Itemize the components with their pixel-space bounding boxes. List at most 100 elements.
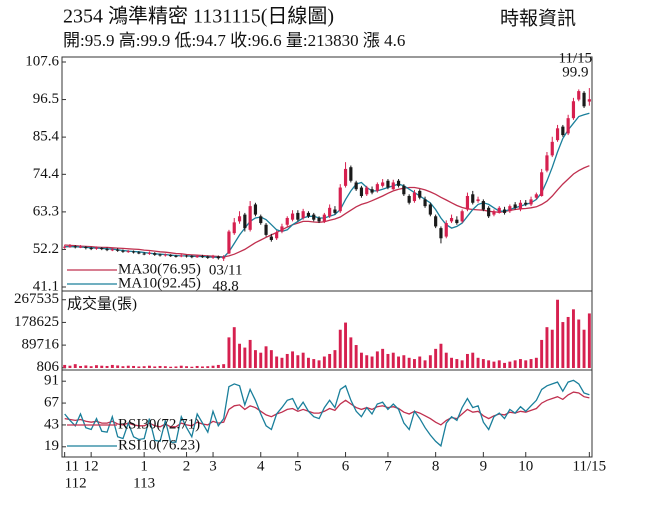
volume-bar	[566, 316, 570, 368]
candle-body	[290, 213, 295, 220]
volume-bar	[349, 337, 353, 368]
candle-body	[296, 212, 300, 220]
candle-body	[375, 184, 379, 191]
volume-bar	[147, 365, 151, 368]
volume-bar	[243, 347, 247, 368]
candle-body	[322, 214, 326, 222]
candle-body	[529, 199, 533, 205]
candle-body	[492, 211, 496, 215]
volume-bar	[222, 364, 226, 368]
rsi-line	[64, 379, 590, 448]
y-tick-label: 267535	[14, 291, 59, 307]
legend-entry: MA30(76.95)	[118, 261, 201, 277]
volume-bar	[582, 329, 586, 368]
volume-bar	[105, 365, 109, 368]
volume-bar	[153, 366, 157, 368]
volume-bar	[132, 365, 136, 368]
volume-bar	[312, 359, 316, 368]
x-tick-label: 5	[294, 458, 302, 474]
candle-body	[116, 249, 120, 251]
ma-line	[64, 165, 590, 258]
low-date: 03/11	[209, 262, 243, 278]
volume-bar	[100, 365, 104, 368]
candle-body	[338, 187, 342, 212]
candle-body	[386, 180, 390, 188]
candle-body	[248, 206, 252, 230]
candle-body	[184, 255, 189, 257]
volume-bar	[68, 365, 72, 368]
volume-bar	[73, 364, 77, 368]
candle-body	[126, 251, 130, 253]
x-tick-label: 4	[257, 458, 265, 474]
candle-body	[158, 254, 162, 256]
candle-body	[587, 99, 591, 102]
volume-bar	[391, 352, 395, 368]
candle-body	[349, 167, 353, 181]
volume-bar	[487, 360, 491, 368]
volume-bar	[534, 357, 538, 368]
legend-entry: RSI10(76.23)	[118, 437, 200, 453]
volume-bar	[84, 365, 88, 368]
volume-bar	[587, 313, 591, 368]
candle-body	[84, 247, 88, 249]
candle-body	[232, 222, 236, 234]
x-tick-label: 2	[183, 458, 191, 474]
volume-bar	[94, 365, 98, 368]
y-tick-label: 806	[37, 359, 60, 375]
candle-body	[137, 252, 141, 254]
candle-body	[169, 254, 173, 257]
volume-bar	[269, 350, 273, 368]
candle-body	[73, 246, 77, 248]
volume-bar	[476, 357, 480, 368]
volume-bar	[418, 356, 422, 368]
candle-body	[328, 207, 332, 217]
volume-bar	[333, 350, 337, 368]
volume-bar	[503, 362, 507, 368]
candle-body	[513, 204, 517, 208]
candle-body	[407, 195, 411, 203]
candle-body	[423, 199, 427, 207]
volume-bar	[471, 352, 475, 368]
volume-bar	[434, 348, 438, 368]
volume-bar	[126, 365, 130, 368]
x-tick-label: 10	[518, 458, 533, 474]
candle-body	[301, 211, 305, 218]
volume-bar	[280, 357, 284, 368]
volume-bar	[402, 355, 406, 368]
volume-bar	[508, 361, 512, 368]
y-tick-label: 178625	[14, 314, 59, 330]
volume-bar	[195, 365, 199, 368]
volume-bar	[524, 360, 528, 368]
legend-entry: RSI30(72.71)	[118, 416, 200, 432]
candle-body	[434, 216, 438, 227]
volume-bar	[354, 345, 358, 368]
candle-body	[312, 214, 316, 220]
y-tick-label: 19	[44, 438, 59, 454]
candle-body	[333, 209, 337, 213]
volume-bar	[185, 366, 189, 368]
candle-body	[487, 207, 491, 217]
volume-bar	[79, 365, 83, 368]
y-tick-label: 74.4	[33, 166, 60, 182]
volume-bar	[365, 355, 369, 368]
candle-body	[391, 182, 395, 190]
candle-body	[227, 231, 231, 254]
volume-bar	[259, 352, 263, 368]
volume-bar	[216, 364, 220, 368]
candle-body	[317, 217, 321, 222]
candle-body	[365, 187, 369, 195]
candle-body	[147, 252, 152, 254]
x-tick-label: 6	[342, 458, 350, 474]
volume-bar	[423, 360, 427, 368]
candle-body	[550, 141, 554, 156]
candle-body	[354, 182, 358, 190]
volume-bar	[264, 346, 268, 368]
volume-bar	[481, 359, 485, 368]
high-value: 99.9	[562, 64, 588, 80]
volume-bar	[253, 350, 257, 368]
candle-body	[502, 209, 507, 213]
volume-bar	[359, 352, 363, 368]
y-tick-label: 43	[44, 416, 59, 432]
candle-body	[418, 190, 422, 198]
year-label: 112	[65, 475, 87, 491]
